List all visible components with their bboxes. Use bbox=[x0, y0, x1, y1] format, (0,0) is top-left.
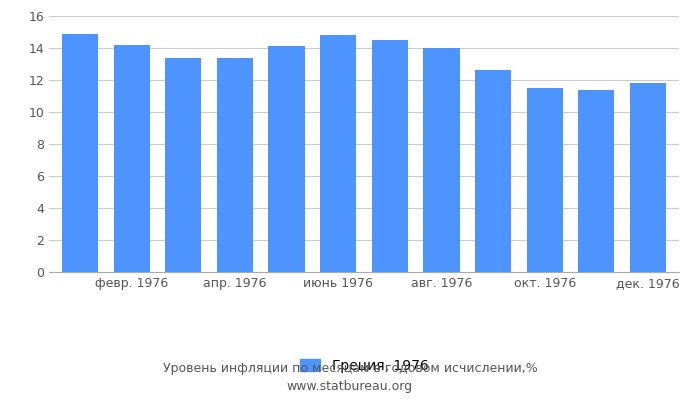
Bar bbox=[578, 90, 615, 272]
Legend: Греция, 1976: Греция, 1976 bbox=[300, 358, 428, 372]
Bar bbox=[217, 58, 253, 272]
Bar bbox=[526, 88, 563, 272]
Bar bbox=[320, 35, 356, 272]
Bar bbox=[630, 83, 666, 272]
Bar bbox=[165, 58, 202, 272]
Bar bbox=[269, 46, 304, 272]
Text: Уровень инфляции по месяцам в годовом исчислении,%: Уровень инфляции по месяцам в годовом ис… bbox=[162, 362, 538, 375]
Bar bbox=[475, 70, 511, 272]
Bar bbox=[62, 34, 98, 272]
Bar bbox=[113, 45, 150, 272]
Bar bbox=[424, 48, 459, 272]
Bar bbox=[372, 40, 408, 272]
Text: www.statbureau.org: www.statbureau.org bbox=[287, 380, 413, 393]
